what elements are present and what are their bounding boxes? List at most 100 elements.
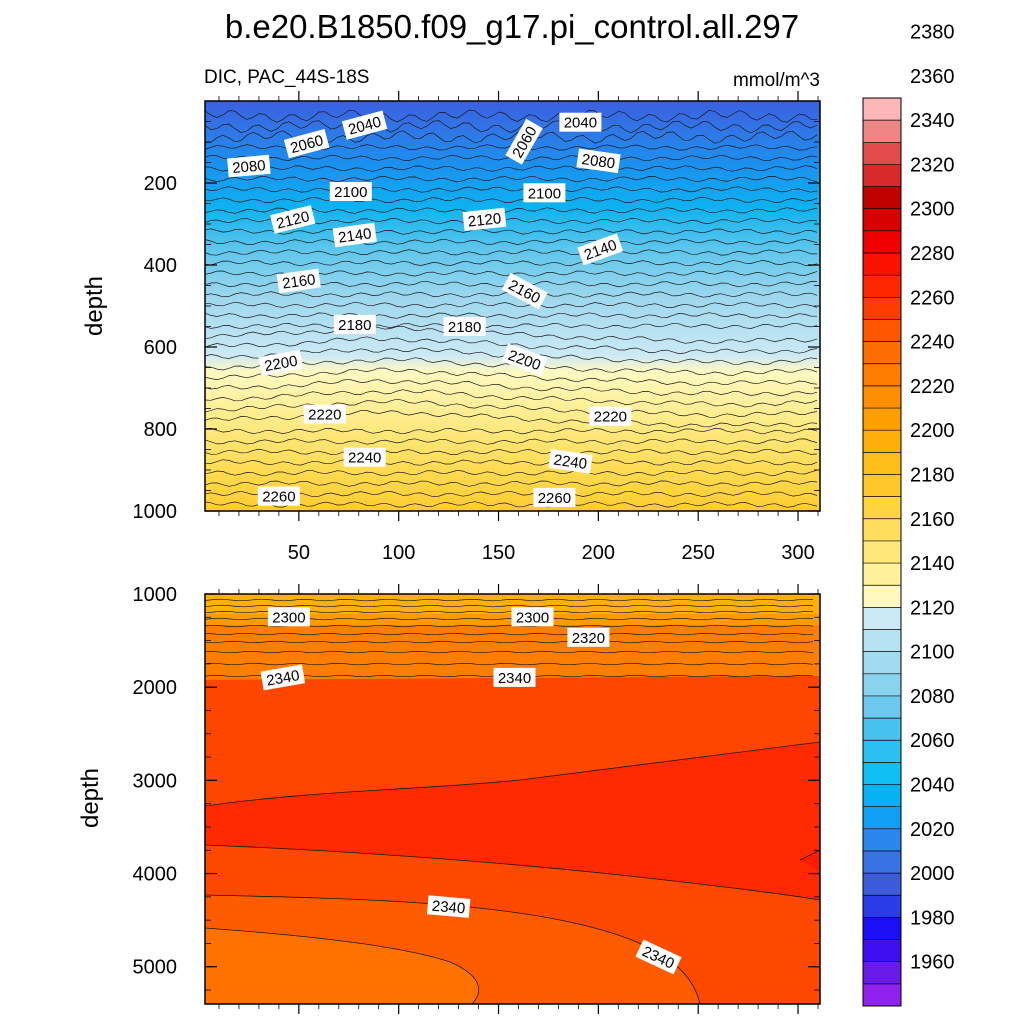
y-tick-label: 800 [144,419,177,441]
upper-contour-line [204,196,818,203]
colorbar-swatch [863,98,901,121]
colorbar-label: 2340 [910,110,955,132]
upper-contour-line [204,312,817,319]
upper-contour-line [204,448,818,455]
colorbar-label: 2220 [910,376,955,398]
upper-contour-line [204,186,818,193]
svg-text:2040: 2040 [564,115,597,132]
colorbar-swatch [863,828,901,852]
colorbar-swatch [863,695,901,719]
contour-label: 2140 [332,222,377,248]
colorbar-swatch [863,120,901,143]
upper-contour-line [204,480,818,487]
lower-contour-fill [205,594,820,1004]
upper-contour-line [204,501,818,508]
colorbar-label: 2160 [910,509,955,531]
colorbar-swatch [863,518,901,542]
colorbar-label: 2040 [910,775,955,797]
x-tick-label: 50 [288,542,310,564]
y-tick-label: 3000 [133,770,178,792]
y-tick-label: 2000 [133,677,178,699]
svg-text:2340: 2340 [431,898,466,918]
x-tick-label: 250 [682,542,715,564]
y-tick-label: 200 [144,173,177,195]
lower-y-axis-title: depth [77,768,104,828]
upper-contour-line [204,336,818,354]
colorbar-swatch [863,208,901,232]
upper-contour-line [204,175,818,183]
colorbar-swatch [863,806,901,830]
colorbar-swatch [863,983,901,1007]
contour-label: 2100 [329,182,372,201]
upper-plot-frame [204,100,821,512]
colorbar-swatch [863,917,901,940]
upper-contour-fill [205,101,820,511]
upper-contour-line [204,120,818,134]
svg-text:2160: 2160 [281,271,316,292]
upper-contour-line [204,378,818,397]
y-tick-label: 5000 [133,957,178,979]
upper-contour-line [204,249,817,256]
upper-contour-line [204,469,818,477]
y-tick-label: 400 [144,255,177,277]
svg-text:2320: 2320 [572,630,605,647]
contour-label: 2260 [533,487,576,507]
contour-label: 2080 [227,154,271,178]
colorbar-swatch [863,408,901,431]
contour-label: 2080 [576,148,621,174]
colorbar-swatch [863,651,901,675]
colorbar-swatch [863,186,901,210]
x-tick-label: 200 [582,542,615,564]
colorbar-swatch [863,341,901,365]
upper-contour-line [204,228,818,235]
colorbar-label: 2300 [910,199,955,221]
contour-label: 2220 [589,406,632,426]
contour-label: 2260 [257,486,300,506]
figure-title: b.e20.B1850.f09_g17.pi_control.all.297 [225,8,799,45]
colorbar-swatch [863,784,901,807]
colorbar-swatch [863,629,901,652]
colorbar-swatch [863,850,901,874]
svg-text:2100: 2100 [334,184,367,201]
lower-plot-frame [204,593,821,1005]
svg-text:2240: 2240 [553,452,588,473]
colorbar-label: 2060 [910,730,955,752]
colorbar-swatch [863,585,901,608]
colorbar-swatch [863,540,901,564]
colorbar-swatch [863,363,901,387]
contour-label: 2200 [258,349,304,376]
lower-panel: 1000 2000 3000 4000 5000 2300 2300 2320 2340 234… [77,584,821,1014]
colorbar: 1960 1980 2000 2020 2040 2060 2080 2100 2120 2140… [862,22,955,1007]
colorbar-swatch [863,563,901,586]
contour-label: 2300 [267,607,310,627]
x-tick-label: 100 [382,542,415,564]
svg-text:2180: 2180 [338,317,371,334]
colorbar-swatch [863,673,901,697]
colorbar-label: 2260 [910,287,955,309]
contour-label: 2240 [343,447,386,467]
colorbar-swatch [863,452,901,475]
colorbar-label: 2380 [910,22,955,44]
colorbar-label: 2200 [910,420,955,442]
contour-label: 2240 [548,448,593,474]
svg-text:2240: 2240 [348,450,381,467]
colorbar-label: 2180 [910,465,955,487]
lower-contour-line [204,598,814,602]
lower-contour-line [204,604,814,608]
upper-contour-line [204,459,818,466]
svg-text:2340: 2340 [265,667,301,690]
upper-contour-line [204,367,818,387]
contour-label: 2320 [567,627,610,647]
contour-label: 2180 [333,314,376,334]
svg-text:2300: 2300 [272,609,305,626]
colorbar-swatch [863,430,901,453]
lower-contour-line [204,640,814,644]
colorbar-swatch [863,230,901,254]
lower-contour-line [204,927,480,1005]
upper-axis-ticks: 200 400 600 800 1000 50 100 150 200 250 300 [133,91,820,564]
colorbar-swatch [863,164,901,187]
colorbar-swatch [863,607,901,630]
